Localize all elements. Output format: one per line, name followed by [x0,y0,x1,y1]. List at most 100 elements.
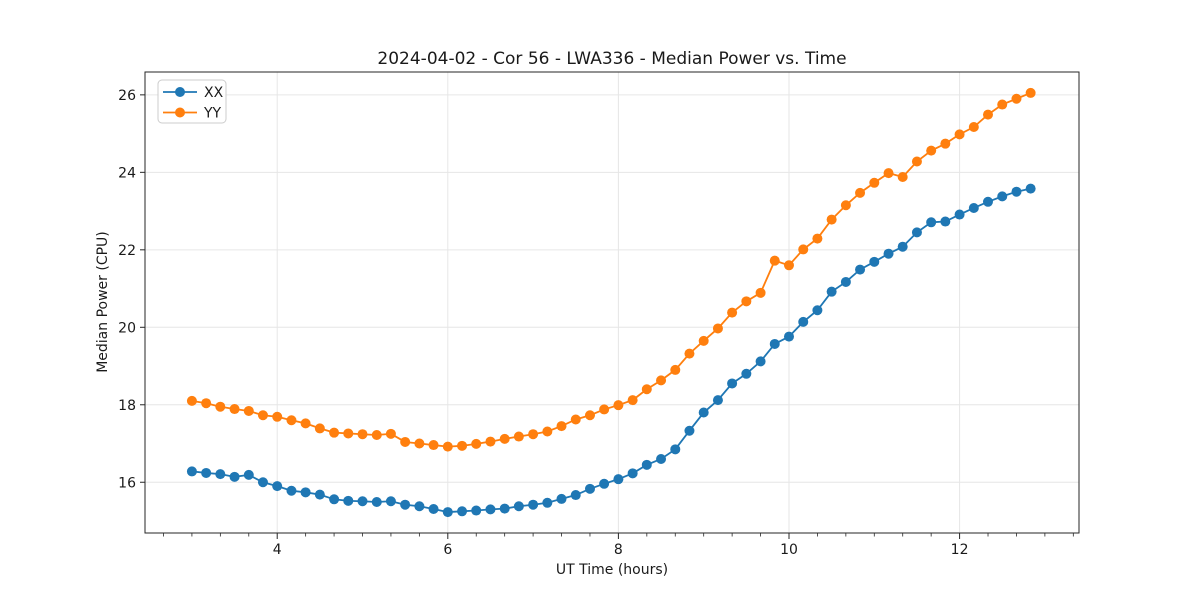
data-point [883,248,894,259]
data-point [883,168,894,179]
data-point [712,323,723,334]
data-point [300,418,311,429]
y-tick-label: 18 [118,398,136,414]
data-point [982,109,993,120]
y-tick-label: 20 [118,320,136,336]
series-XX [186,183,1036,518]
data-point [826,286,837,297]
data-point [641,459,652,470]
x-tick-label: 12 [951,542,969,558]
data-point [1025,183,1036,194]
data-point [968,122,979,133]
x-tick-label: 6 [443,542,452,558]
data-point [670,444,681,455]
data-point [1011,186,1022,197]
data-point [1025,87,1036,98]
data-point [911,227,922,238]
data-point [627,395,638,406]
plot-border [144,71,1080,534]
data-point [414,501,425,512]
data-point [741,368,752,379]
data-point [314,423,325,434]
y-axis-label: Median Power (CPU) [95,231,111,373]
data-point [286,415,297,426]
data-point [513,431,524,442]
data-point [940,216,951,227]
y-tick-label: 24 [118,165,136,181]
data-point [812,305,823,316]
data-point [982,196,993,207]
data-point [457,440,468,451]
data-point [698,407,709,418]
data-point [485,436,496,447]
data-point [783,260,794,271]
data-point [471,505,482,516]
data-point [741,296,752,307]
data-point [840,200,851,211]
x-tick-label: 8 [614,542,623,558]
data-point [357,496,368,507]
data-point [783,331,794,342]
data-point [229,471,240,482]
data-point [954,209,965,220]
data-point [385,428,396,439]
plot-spines [144,71,1080,534]
series-YY [186,87,1036,452]
data-point [670,364,681,375]
data-point [314,489,325,500]
data-point [229,404,240,415]
data-point [798,316,809,327]
data-point [471,438,482,449]
data-point [584,483,595,494]
data-point [499,503,510,514]
data-point [513,501,524,512]
data-point [300,487,311,498]
data-point [997,191,1008,202]
data-point [329,427,340,438]
data-point [257,477,268,488]
data-point [257,410,268,421]
grid-lines [145,72,1079,533]
data-point [727,378,738,389]
data-point [755,287,766,298]
data-point [556,493,567,504]
data-point [627,468,638,479]
data-point [755,356,766,367]
axis-ticks: 4 6 8 10 12 16 18 20 22 24 26 [118,88,1074,558]
data-point [442,441,453,452]
data-point [442,507,453,518]
data-point [684,425,695,436]
data-point [428,440,439,451]
data-point [613,474,624,485]
data-point [613,400,624,411]
data-point [542,426,553,437]
data-point [272,481,283,492]
data-point [428,503,439,514]
legend-label-XX: XX [204,85,224,101]
data-point [926,217,937,228]
data-series [186,87,1036,518]
data-point [926,145,937,156]
data-point [584,410,595,421]
data-point [968,202,979,213]
data-point [528,429,539,440]
data-point [712,395,723,406]
data-point [286,485,297,496]
data-point [243,405,254,416]
data-point [457,506,468,517]
series-line-XX [191,187,1031,513]
data-point [698,335,709,346]
data-point [897,241,908,252]
data-point [684,348,695,359]
data-point [769,255,780,266]
data-point [599,478,610,489]
data-point [911,156,922,167]
legend-marker [175,107,185,118]
data-point [798,244,809,255]
data-point [414,438,425,449]
data-point [826,214,837,225]
data-point [556,421,567,432]
data-point [869,177,880,188]
